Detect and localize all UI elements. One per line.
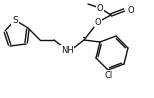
- Text: O: O: [97, 4, 103, 13]
- Text: O: O: [95, 18, 101, 26]
- Text: Cl: Cl: [105, 70, 113, 79]
- Text: O: O: [127, 5, 134, 15]
- Text: NH: NH: [61, 45, 73, 54]
- Text: S: S: [12, 15, 18, 24]
